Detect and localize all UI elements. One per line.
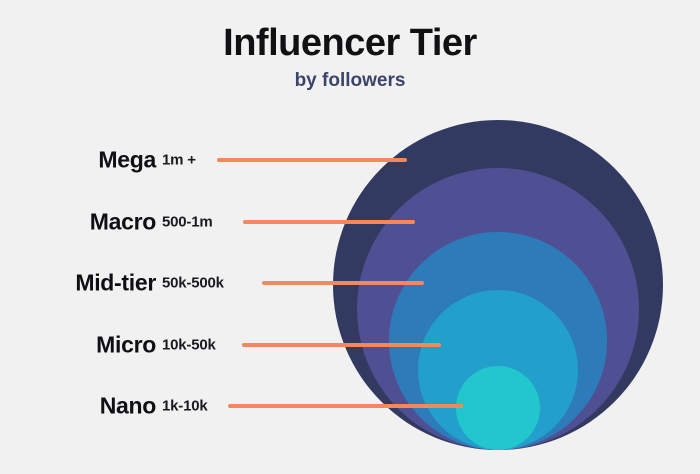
tier-range-micro: 10k-50k <box>162 336 216 354</box>
bubble-nano <box>456 366 540 450</box>
tier-range-macro: 500-1m <box>162 213 213 231</box>
tier-range-mega: 1m + <box>162 151 196 169</box>
tier-label-micro: Micro <box>96 331 156 358</box>
tier-label-mega: Mega <box>98 146 156 173</box>
page-subtitle: by followers <box>294 70 406 91</box>
tier-label-nano: Nano <box>99 392 157 419</box>
leader-line-micro <box>242 343 441 347</box>
leader-line-mid-tier <box>262 281 424 285</box>
tier-range-nano: 1k-10k <box>162 397 208 415</box>
leader-line-macro <box>243 220 415 224</box>
page-title: Influencer Tier <box>223 22 477 64</box>
tier-label-mid-tier: Mid-tier <box>75 269 156 296</box>
leader-line-mega <box>217 158 407 162</box>
chart-header: Influencer Tier by followers <box>0 20 700 94</box>
leader-line-nano <box>228 404 463 408</box>
tier-label-macro: Macro <box>89 208 157 235</box>
tier-range-mid-tier: 50k-500k <box>162 274 224 292</box>
